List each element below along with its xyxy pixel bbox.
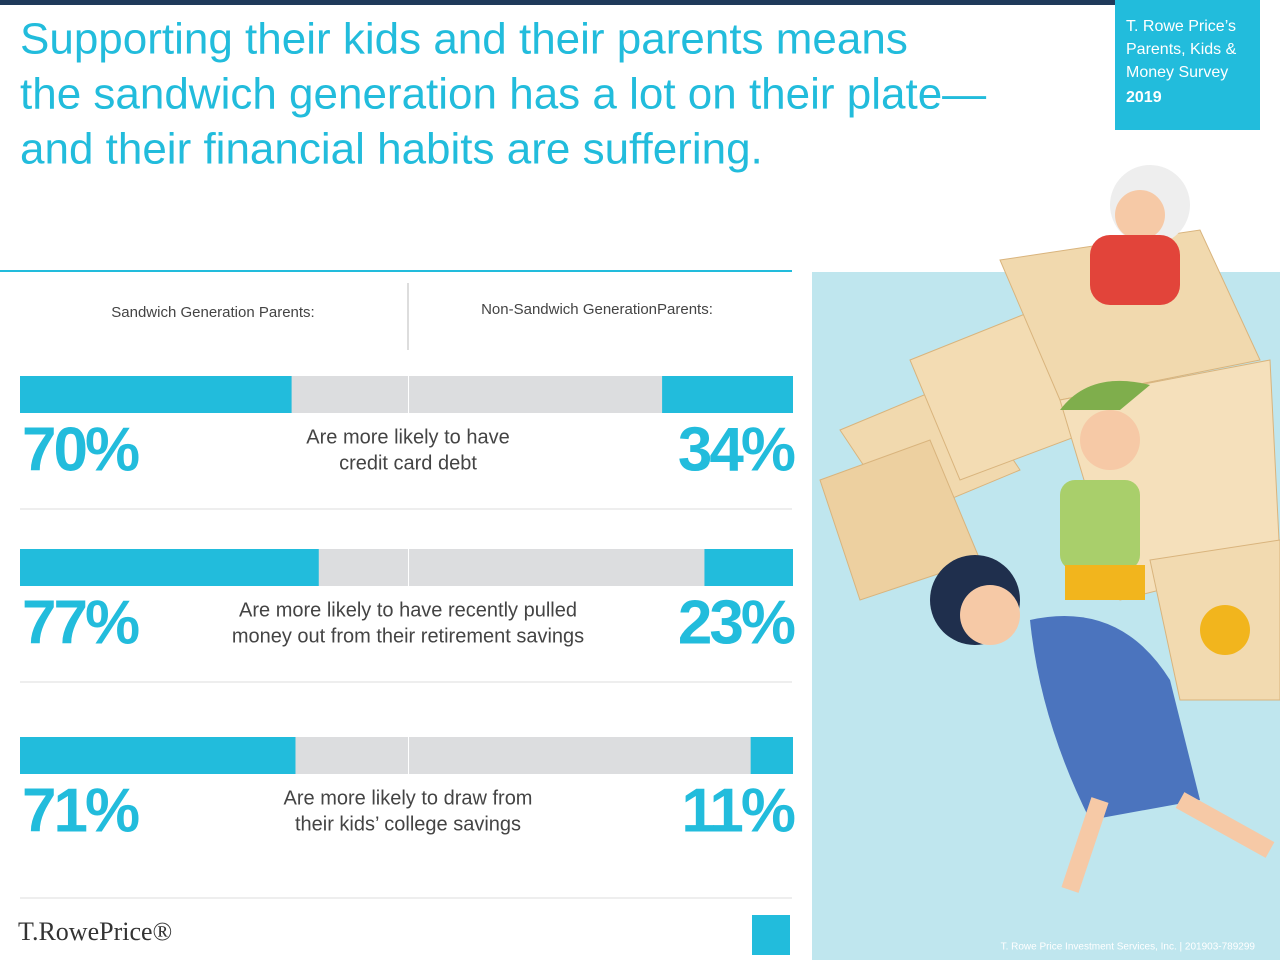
left-value: 71% <box>22 776 139 845</box>
rows: 70% 34% Are more likely to have credit card… <box>20 376 798 899</box>
right-bar <box>750 737 793 774</box>
left-bar <box>20 549 319 586</box>
badge-text: T. Rowe Price’s Parents, Kids & Money Surv… <box>1126 18 1237 81</box>
row-label: their kids’ college savings <box>295 813 521 835</box>
row-label: Are more likely to draw from <box>284 787 533 809</box>
badge-year: 2019 <box>1126 89 1162 106</box>
row-label: credit card debt <box>339 452 477 474</box>
column-header: Non-Sandwich GenerationParents: <box>481 301 713 318</box>
credit: T. Rowe Price Investment Services, Inc. … <box>1001 942 1256 953</box>
right-bar <box>662 376 793 413</box>
column-header: Sandwich Generation Parents: <box>111 304 314 321</box>
badge-line: T. Rowe Price’s <box>1126 18 1236 35</box>
row-label: Are more likely to have <box>306 426 509 448</box>
left-value: 77% <box>22 588 139 657</box>
title-line: the sandwich generation has a lot on the… <box>20 70 986 119</box>
bar-track <box>409 737 793 774</box>
title: Supporting their kids and their parents … <box>20 15 986 174</box>
badge-line: Money Survey <box>1126 64 1228 81</box>
left-value: 70% <box>22 415 139 484</box>
row-label: Are more likely to have recently pulled <box>239 599 577 621</box>
left-bar <box>20 737 296 774</box>
illustration <box>812 165 1280 960</box>
brand-logo: T.RowePrice® <box>18 917 172 946</box>
brand-icon <box>752 915 790 955</box>
title-line: Supporting their kids and their parents … <box>20 15 908 64</box>
badge-line: Parents, Kids & <box>1126 41 1237 58</box>
right-value: 23% <box>678 588 795 657</box>
badge <box>1115 0 1260 130</box>
right-value: 11% <box>681 776 795 845</box>
right-value: 34% <box>678 415 795 484</box>
top-rule <box>0 0 1115 5</box>
right-bar <box>704 549 793 586</box>
row-label: money out from their retirement savings <box>232 625 584 647</box>
title-line: and their financial habits are suffering… <box>20 125 763 174</box>
left-bar <box>20 376 292 413</box>
